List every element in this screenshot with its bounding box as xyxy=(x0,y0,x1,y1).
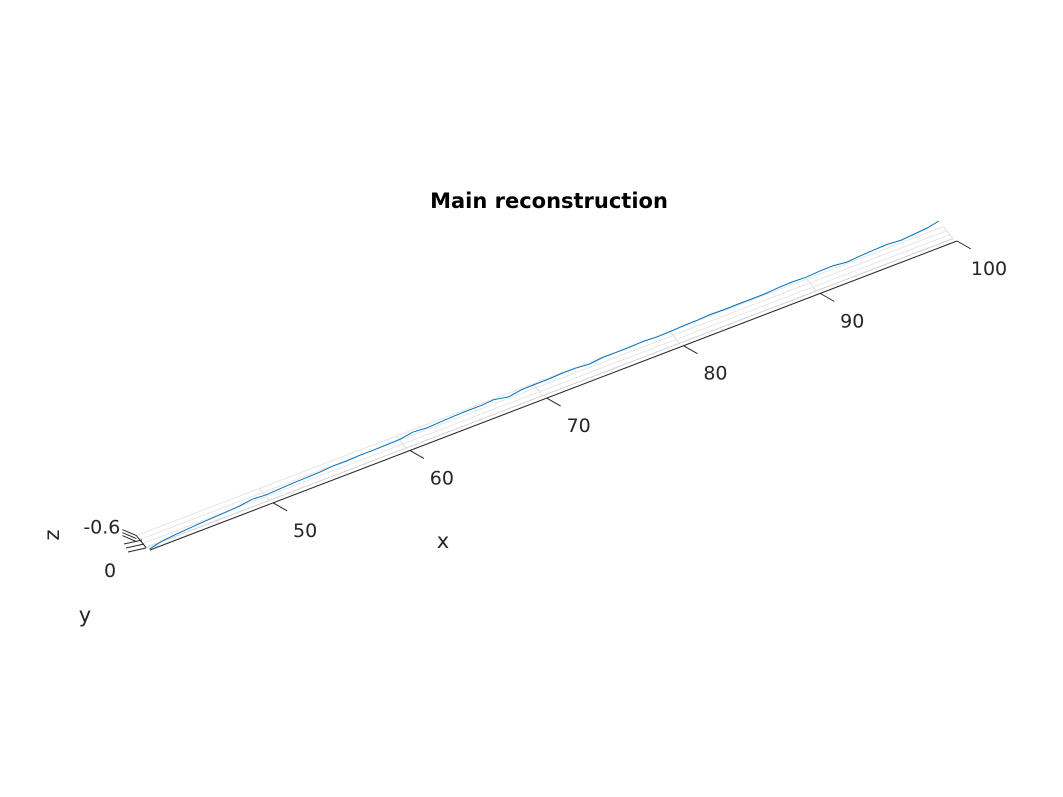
grid-line-x xyxy=(532,383,544,397)
series-layer xyxy=(149,220,940,550)
z-tick-mark xyxy=(122,529,137,537)
x-tick-mark xyxy=(819,292,835,302)
x-axis-label: x xyxy=(437,529,449,553)
grid-line-x xyxy=(259,488,270,501)
grid-line-x xyxy=(806,278,817,292)
y-tick-label: 0 xyxy=(104,560,116,582)
x-tick-label: 90 xyxy=(840,310,864,332)
grid-line-x xyxy=(943,226,954,239)
y-axis-label: y xyxy=(79,603,91,627)
x-tick-mark xyxy=(683,345,698,355)
grid-layer xyxy=(136,226,954,549)
z-axis-label: z xyxy=(40,529,64,540)
x-tick-label: 60 xyxy=(430,467,454,489)
y-tick-mark xyxy=(123,539,143,545)
grid-line-x xyxy=(669,331,680,344)
z-tick-mark xyxy=(122,535,137,543)
grid-line-z xyxy=(139,230,947,541)
grid-line-back xyxy=(145,238,954,549)
y-tick-mark xyxy=(125,543,145,549)
x-tick-label: 80 xyxy=(703,363,727,385)
x-tick-mark xyxy=(272,502,288,512)
grid-line-z xyxy=(136,226,944,537)
grid-line-z xyxy=(142,234,950,545)
z-axis-line xyxy=(136,535,147,548)
z-tick-mark xyxy=(122,532,137,540)
axes-layer xyxy=(136,240,958,551)
x-tick-mark xyxy=(409,450,425,459)
x-tick-label: 70 xyxy=(567,415,591,437)
z-tick-label: -0.6 xyxy=(83,517,120,539)
ticks-layer: 50 60 70 80 90 100 0 -0.6 xyxy=(83,240,1007,582)
y-tick-mark xyxy=(127,547,147,553)
grid-line-x xyxy=(395,435,407,449)
x-tick-mark xyxy=(956,240,972,250)
x-axis-line xyxy=(149,240,958,551)
chart-title: Main reconstruction xyxy=(430,189,668,213)
x-tick-mark xyxy=(546,397,561,407)
x-tick-label: 50 xyxy=(293,520,317,542)
series-line xyxy=(149,220,940,550)
x-tick-label: 100 xyxy=(971,258,1007,280)
